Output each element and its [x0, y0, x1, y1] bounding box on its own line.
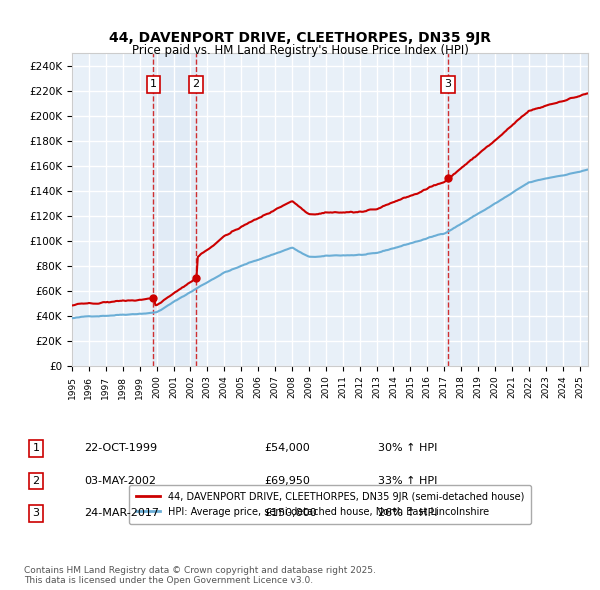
Text: Price paid vs. HM Land Registry's House Price Index (HPI): Price paid vs. HM Land Registry's House …	[131, 44, 469, 57]
Text: 24-MAR-2017: 24-MAR-2017	[84, 509, 159, 518]
Bar	[448, 53, 588, 366]
Text: 1: 1	[150, 80, 157, 89]
Text: 2: 2	[32, 476, 40, 486]
Text: 3: 3	[445, 80, 452, 89]
Text: 03-MAY-2002: 03-MAY-2002	[84, 476, 156, 486]
Text: 1: 1	[32, 444, 40, 453]
Text: 44, DAVENPORT DRIVE, CLEETHORPES, DN35 9JR: 44, DAVENPORT DRIVE, CLEETHORPES, DN35 9…	[109, 31, 491, 45]
Text: 33% ↑ HPI: 33% ↑ HPI	[378, 476, 437, 486]
Legend: 44, DAVENPORT DRIVE, CLEETHORPES, DN35 9JR (semi-detached house), HPI: Average p: 44, DAVENPORT DRIVE, CLEETHORPES, DN35 9…	[129, 485, 531, 523]
Text: 26% ↑ HPI: 26% ↑ HPI	[378, 509, 437, 518]
Text: Contains HM Land Registry data © Crown copyright and database right 2025.
This d: Contains HM Land Registry data © Crown c…	[24, 566, 376, 585]
Text: £69,950: £69,950	[264, 476, 310, 486]
Text: 3: 3	[32, 509, 40, 518]
Text: 2: 2	[193, 80, 200, 89]
Text: 22-OCT-1999: 22-OCT-1999	[84, 444, 157, 453]
Bar	[154, 53, 196, 366]
Text: 30% ↑ HPI: 30% ↑ HPI	[378, 444, 437, 453]
Text: £54,000: £54,000	[264, 444, 310, 453]
Text: £150,000: £150,000	[264, 509, 317, 518]
